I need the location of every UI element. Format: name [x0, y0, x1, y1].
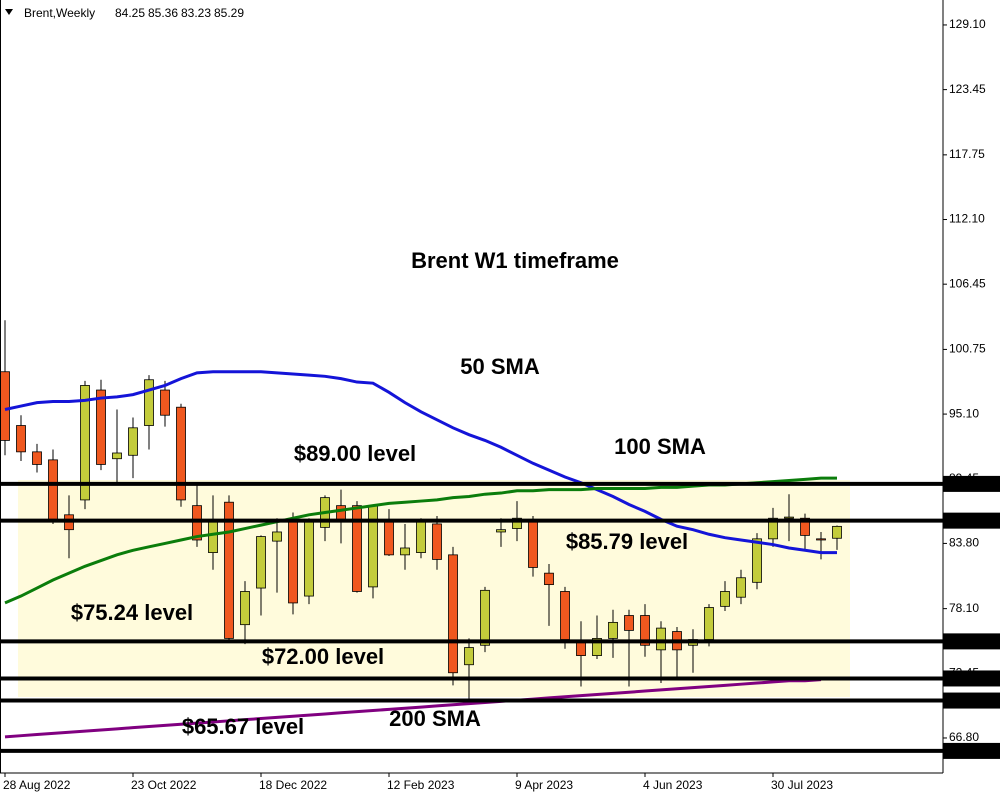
- candle-body: [464, 647, 474, 666]
- candle-body: [240, 591, 250, 626]
- highlight-zone: [18, 480, 850, 697]
- candle-body: [768, 517, 778, 540]
- header-low: 83.23: [181, 6, 211, 20]
- x-tick-label: 18 Dec 2022: [259, 778, 327, 792]
- candle-body: [624, 615, 634, 631]
- level-label: 65.67: [949, 743, 979, 757]
- x-tick-label: 23 Oct 2022: [131, 778, 197, 792]
- y-tick-label: 66.80: [949, 730, 979, 744]
- level-tag: [943, 692, 1000, 709]
- candle-body: [752, 538, 762, 583]
- level-tag: [943, 633, 1000, 650]
- candle-body: [512, 517, 522, 529]
- candle-body: [32, 451, 42, 465]
- candle-body: [832, 525, 842, 539]
- level-annotation: $85.79 level: [566, 529, 688, 554]
- candle-body: [128, 427, 138, 456]
- candle-body: [272, 531, 282, 542]
- x-tick-label: 12 Feb 2023: [387, 778, 455, 792]
- candle-body: [608, 621, 618, 639]
- sma-line: [4, 370, 837, 555]
- y-tick-label: 112.10: [949, 212, 985, 226]
- series-label: 50 SMA: [460, 354, 540, 379]
- symbol: Brent,Weekly: [24, 6, 95, 20]
- candle-body: [560, 591, 570, 640]
- candle-body: [592, 638, 602, 656]
- level-label: 72.00: [949, 671, 979, 685]
- level-tag: [943, 512, 1000, 529]
- level-annotation: $75.24 level: [71, 600, 193, 625]
- level-label: 75.24: [949, 634, 979, 648]
- level-label: 89.00: [949, 476, 979, 490]
- candle-body: [144, 379, 154, 426]
- y-tick-label: 123.45: [949, 82, 986, 96]
- candle-body: [192, 505, 202, 541]
- candle-body: [96, 389, 106, 465]
- series-label: 200 SMA: [389, 706, 481, 731]
- series-label: 100 SMA: [614, 434, 706, 459]
- y-tick-label: 95.10: [949, 406, 979, 420]
- candle-body: [656, 627, 666, 651]
- candle-body: [400, 547, 410, 556]
- candle-body: [176, 406, 186, 501]
- candle-body: [112, 452, 122, 460]
- level-tag: [943, 670, 1000, 687]
- candle-body: [800, 517, 810, 536]
- candle-body: [352, 505, 362, 592]
- header-open: 84.25: [115, 6, 145, 20]
- y-tick-label: 129.10: [949, 17, 986, 31]
- candle-body: [448, 554, 458, 674]
- level-annotation: $89.00 level: [294, 441, 416, 466]
- candle-body: [544, 572, 554, 586]
- x-tick-label: 4 Jun 2023: [643, 778, 703, 792]
- y-tick-label: 83.80: [949, 536, 979, 550]
- candle-body: [368, 505, 378, 588]
- candle-body: [496, 529, 506, 533]
- level-label: 85.79: [949, 513, 979, 527]
- candle-body: [816, 538, 826, 541]
- candle-body: [416, 521, 426, 553]
- candle-body: [160, 389, 170, 416]
- header-close: 85.29: [214, 6, 244, 20]
- x-tick-label: 9 Apr 2023: [515, 778, 573, 792]
- chart-title: Brent W1 timeframe: [411, 248, 619, 273]
- dropdown-arrow: [5, 9, 13, 15]
- candle-body: [16, 425, 26, 453]
- level-tag: [943, 475, 1000, 492]
- x-tick-label: 30 Jul 2023: [771, 778, 833, 792]
- candle-body: [384, 521, 394, 556]
- y-tick-label: 78.10: [949, 601, 979, 615]
- candle-body: [288, 521, 298, 604]
- candle-body: [640, 615, 650, 646]
- sma-line: [4, 678, 822, 739]
- candle-body: [256, 536, 266, 589]
- y-tick-label: 106.45: [949, 276, 986, 290]
- level-tag: [943, 742, 1000, 759]
- level-label: 70.07: [949, 693, 979, 707]
- candle-body: [704, 607, 714, 640]
- candle-body: [784, 516, 794, 519]
- level-annotation: $65.67 level: [182, 714, 304, 739]
- candle-body: [528, 518, 538, 568]
- candle-body: [224, 501, 234, 639]
- candle-body: [48, 459, 58, 520]
- candle-body: [576, 641, 586, 656]
- candle-body: [80, 385, 90, 501]
- candle-body: [720, 591, 730, 607]
- header-high: 85.36: [148, 6, 178, 20]
- candle-body: [736, 577, 746, 598]
- level-annotation: $72.00 level: [262, 644, 384, 669]
- candle-body: [304, 521, 314, 597]
- candle-body: [480, 589, 490, 646]
- x-tick-label: 28 Aug 2022: [3, 778, 71, 792]
- candle-body: [432, 523, 442, 560]
- candle-body: [0, 371, 10, 441]
- y-tick-label: 100.75: [949, 342, 986, 356]
- y-tick-label: 117.75: [949, 147, 985, 161]
